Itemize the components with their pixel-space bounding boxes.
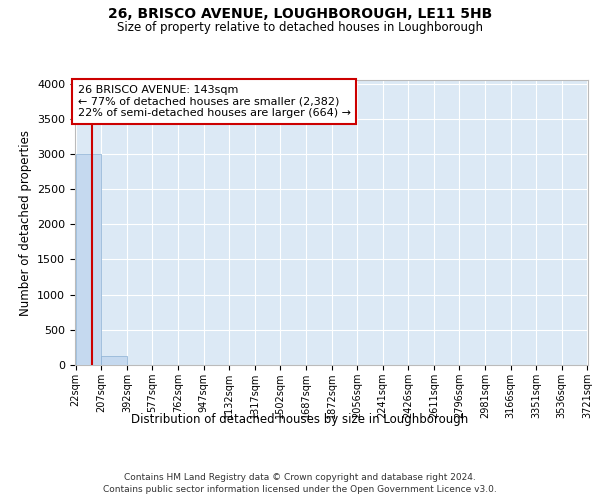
Bar [76,154,101,365]
Text: 26 BRISCO AVENUE: 143sqm
← 77% of detached houses are smaller (2,382)
22% of sem: 26 BRISCO AVENUE: 143sqm ← 77% of detach… [78,85,351,118]
Text: Contains HM Land Registry data © Crown copyright and database right 2024.: Contains HM Land Registry data © Crown c… [124,472,476,482]
Text: Distribution of detached houses by size in Loughborough: Distribution of detached houses by size … [131,412,469,426]
Text: Contains public sector information licensed under the Open Government Licence v3: Contains public sector information licen… [103,485,497,494]
Text: 26, BRISCO AVENUE, LOUGHBOROUGH, LE11 5HB: 26, BRISCO AVENUE, LOUGHBOROUGH, LE11 5H… [108,8,492,22]
Text: Size of property relative to detached houses in Loughborough: Size of property relative to detached ho… [117,21,483,34]
Bar [101,356,127,365]
Y-axis label: Number of detached properties: Number of detached properties [19,130,32,316]
